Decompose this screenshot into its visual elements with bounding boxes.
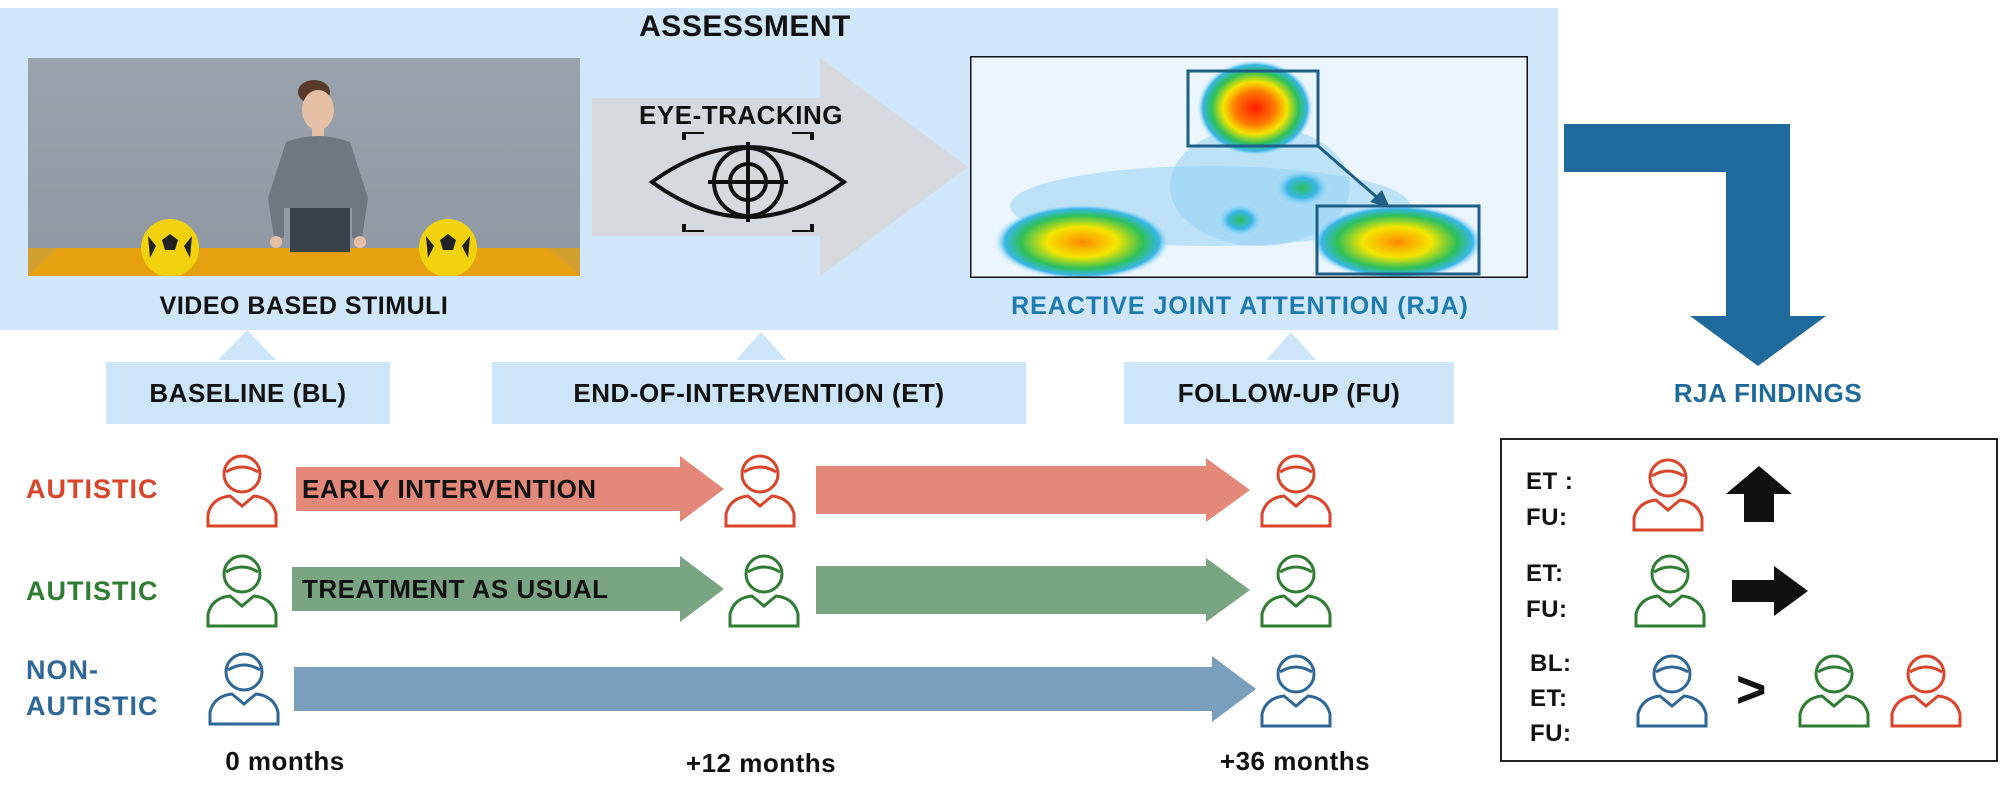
- person-blue-bl-icon: [208, 652, 280, 726]
- arrow-tau-followup: [816, 558, 1250, 622]
- person-green-bl-icon: [206, 554, 278, 628]
- findings-row1-et: ET :: [1526, 468, 1574, 495]
- rja-heatmap: [970, 56, 1528, 278]
- findings-person-blue-icon: [1636, 654, 1708, 728]
- person-red-bl-icon: [206, 454, 278, 528]
- up-arrow-fu-icon: [1266, 332, 1316, 360]
- findings-row3-fu: FU:: [1530, 720, 1572, 747]
- findings-arrow: [1564, 124, 1826, 366]
- ball-right-icon: [419, 219, 477, 276]
- group-non-autistic-label: NON- AUTISTIC: [26, 652, 159, 724]
- stimuli-label: VIDEO BASED STIMULI: [159, 292, 449, 320]
- findings-comparator: >: [1736, 661, 1767, 719]
- arrow-early-intervention: [296, 456, 724, 522]
- person-red-et-icon: [724, 454, 796, 528]
- findings-row3-bl: BL:: [1530, 650, 1572, 677]
- person-blue-fu-icon: [1260, 654, 1332, 728]
- time-end-of-intervention: +12 months: [685, 748, 837, 778]
- arm-early-intervention-label: EARLY INTERVENTION: [302, 474, 597, 504]
- findings-person-green-icon: [1634, 554, 1706, 628]
- arrow-right-icon: [1732, 566, 1808, 616]
- video-stimulus-image: [28, 58, 580, 276]
- findings-row2-fu: FU:: [1526, 596, 1568, 623]
- person-red-fu-icon: [1260, 454, 1332, 528]
- time-follow-up: +36 months: [1219, 746, 1371, 776]
- arrow-non-autistic: [294, 656, 1256, 722]
- arrow-up-icon: [1726, 466, 1792, 522]
- findings-row3-labels: BL: ET: FU:: [1530, 646, 1571, 751]
- findings-row2-et: ET:: [1526, 560, 1564, 587]
- time-baseline: 0 months: [225, 746, 345, 776]
- findings-row3-et: ET:: [1530, 685, 1568, 712]
- timepoint-baseline: BASELINE (BL): [106, 362, 390, 424]
- group-non-autistic-line1: NON-: [26, 655, 99, 685]
- arrow-ei-followup: [816, 458, 1250, 522]
- findings-person-green-2-icon: [1798, 654, 1870, 728]
- person-green-fu-icon: [1260, 554, 1332, 628]
- timepoint-end-of-intervention: END-OF-INTERVENTION (ET): [492, 362, 1026, 424]
- findings-row1-fu: FU:: [1526, 504, 1568, 531]
- group-non-autistic-line2: AUTISTIC: [26, 691, 159, 721]
- assessment-title: ASSESSMENT: [639, 10, 851, 43]
- findings-row1-labels: ET : FU:: [1526, 464, 1573, 536]
- group-autistic-tau-label: AUTISTIC: [26, 576, 159, 606]
- timepoint-follow-up: FOLLOW-UP (FU): [1124, 362, 1454, 424]
- findings-title: RJA FINDINGS: [1673, 378, 1863, 408]
- eye-tracking-label: EYE-TRACKING: [639, 100, 843, 130]
- person-green-et-icon: [728, 554, 800, 628]
- rja-label: REACTIVE JOINT ATTENTION (RJA): [1011, 292, 1469, 320]
- group-autistic-ei-label: AUTISTIC: [26, 474, 159, 504]
- arm-treatment-as-usual-label: TREATMENT AS USUAL: [302, 574, 609, 604]
- ball-left-icon: [141, 219, 199, 276]
- up-arrow-et-icon: [736, 332, 786, 360]
- eye-target-icon: [648, 132, 848, 232]
- up-arrow-bl-icon: [218, 330, 276, 360]
- findings-row2-labels: ET: FU:: [1526, 556, 1567, 628]
- findings-person-red-2-icon: [1890, 654, 1962, 728]
- arrow-treatment-as-usual: [292, 556, 724, 622]
- findings-person-red-icon: [1632, 458, 1704, 532]
